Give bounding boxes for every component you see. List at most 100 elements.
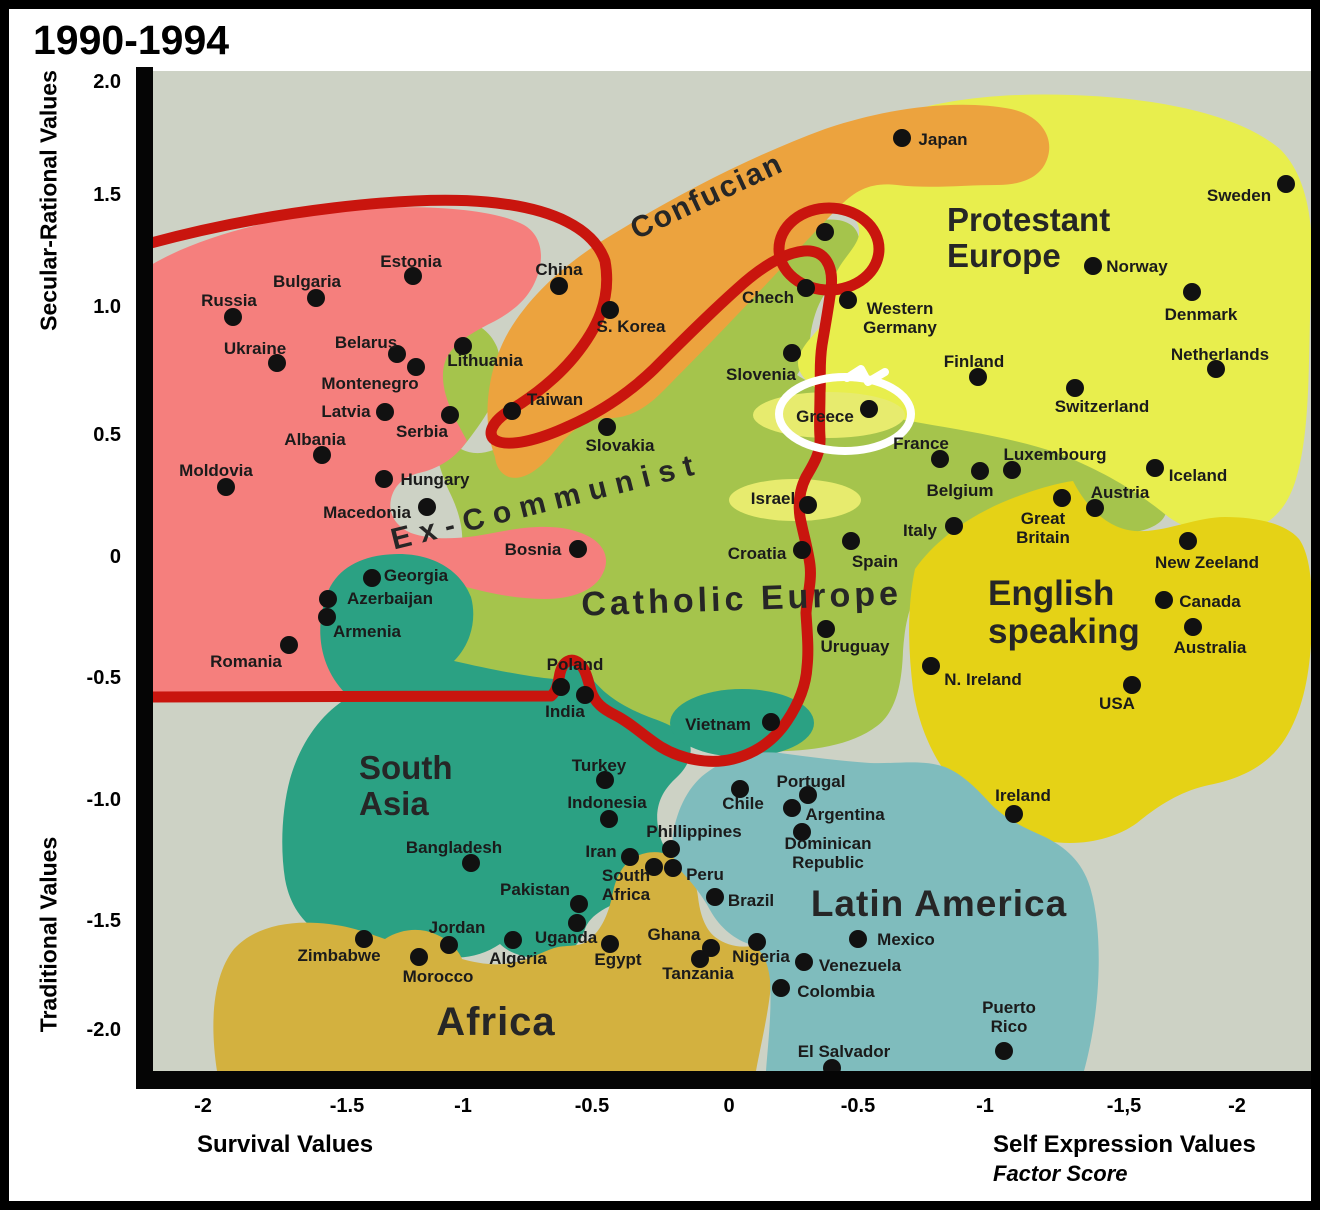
greece-highlight-squiggle [843,365,889,386]
y-tick-label: -1.0 [87,789,121,811]
country-dot [576,686,594,704]
country-label: Vietnam [685,715,751,734]
country-dot [799,786,817,804]
country-dot [404,267,422,285]
country-label: Ireland [995,786,1051,805]
country-label: Morocco [403,967,474,986]
country-dot [691,950,709,968]
country-dot [1146,459,1164,477]
country-dot [418,498,436,516]
y-tick-label: -0.5 [87,667,121,689]
country-dot [319,590,337,608]
country-label: Greece [796,407,854,426]
country-label: Austria [1091,483,1150,502]
country-dot [600,810,618,828]
country-label: Bulgaria [273,272,342,291]
country-dot [799,496,817,514]
country-label: Turkey [572,756,627,775]
country-dot [1053,489,1071,507]
x-tick-label: -0.5 [575,1095,609,1117]
x-tick-label: 0 [723,1095,734,1117]
country-dot [783,799,801,817]
country-label: Hungary [401,470,471,489]
country-dot [817,620,835,638]
country-dot [375,470,393,488]
country-dot [363,569,381,587]
country-dot [552,678,570,696]
y-tick-label: 1.5 [93,184,121,206]
country-label: Armenia [333,622,402,641]
country-label: Moldovia [179,461,253,480]
country-label: Puerto Rico [982,998,1036,1036]
country-dot [503,402,521,420]
country-label: Chile [722,794,764,813]
protestant-europe [766,94,1311,534]
country-dot [376,403,394,421]
ex-communist [151,207,607,697]
page-title: 1990-1994 [33,17,230,63]
country-label: Uganda [535,928,598,947]
country-dot [702,939,720,957]
x-axis-bar [136,1071,1311,1089]
country-dot [793,823,811,841]
country-dot [462,854,480,872]
latin-america-label: Latin America [811,883,1067,924]
country-dot [931,450,949,468]
country-dot [664,859,682,877]
country-label: Croatia [728,544,787,563]
country-dot [217,478,235,496]
country-label: Brazil [728,891,774,910]
country-label: Phillippines [646,822,741,841]
country-dot [1086,499,1104,517]
x-tick-label: -0.5 [841,1095,875,1117]
country-dot [1277,175,1295,193]
south-asia [282,554,691,959]
country-label: Switzerland [1055,397,1149,416]
country-label: Denmark [1165,305,1238,324]
country-label: Japan [918,130,967,149]
country-dot [307,289,325,307]
country-label: Indonesia [567,793,647,812]
country-label: Italy [903,521,938,540]
country-label: Sweden [1207,186,1271,205]
country-dot [1155,591,1173,609]
country-label: Albania [284,430,346,449]
country-label: South Africa [602,866,651,904]
country-label: Western Germany [863,299,937,337]
country-label: Dominican Republic [785,834,872,872]
english-speaking-label: English speaking [988,574,1140,651]
africa [213,852,771,1071]
x-tick-label: -1 [454,1095,472,1117]
country-label: Algeria [489,949,547,968]
country-label: Australia [1174,638,1247,657]
english-speaking [909,481,1311,843]
country-dot [816,223,834,241]
country-label: Serbia [396,422,449,441]
country-label: Chech [742,288,794,307]
country-dot [793,541,811,559]
y-tick-label: -2.0 [87,1019,121,1041]
country-dot [662,840,680,858]
country-dot [355,930,373,948]
country-label: Great Britain [1016,509,1070,547]
country-label: Colombia [797,982,875,1001]
country-dot [550,277,568,295]
africa-label: Africa [436,1000,555,1044]
country-dot [569,540,587,558]
country-label: Belarus [335,333,397,352]
country-label: Israel [751,489,795,508]
country-label: Latvia [321,402,371,421]
country-label: Portugal [777,772,846,791]
country-label: Georgia [384,566,449,585]
country-dot [1207,360,1225,378]
country-dot [1003,461,1021,479]
country-dot [860,400,878,418]
country-label: Russia [201,291,257,310]
country-dot [969,368,987,386]
country-dot [839,291,857,309]
country-dot [783,344,801,362]
x-tick-label: -1 [976,1095,994,1117]
country-label: Bosnia [505,540,562,559]
country-label: Slovenia [726,365,796,384]
country-label: Spain [852,552,898,571]
